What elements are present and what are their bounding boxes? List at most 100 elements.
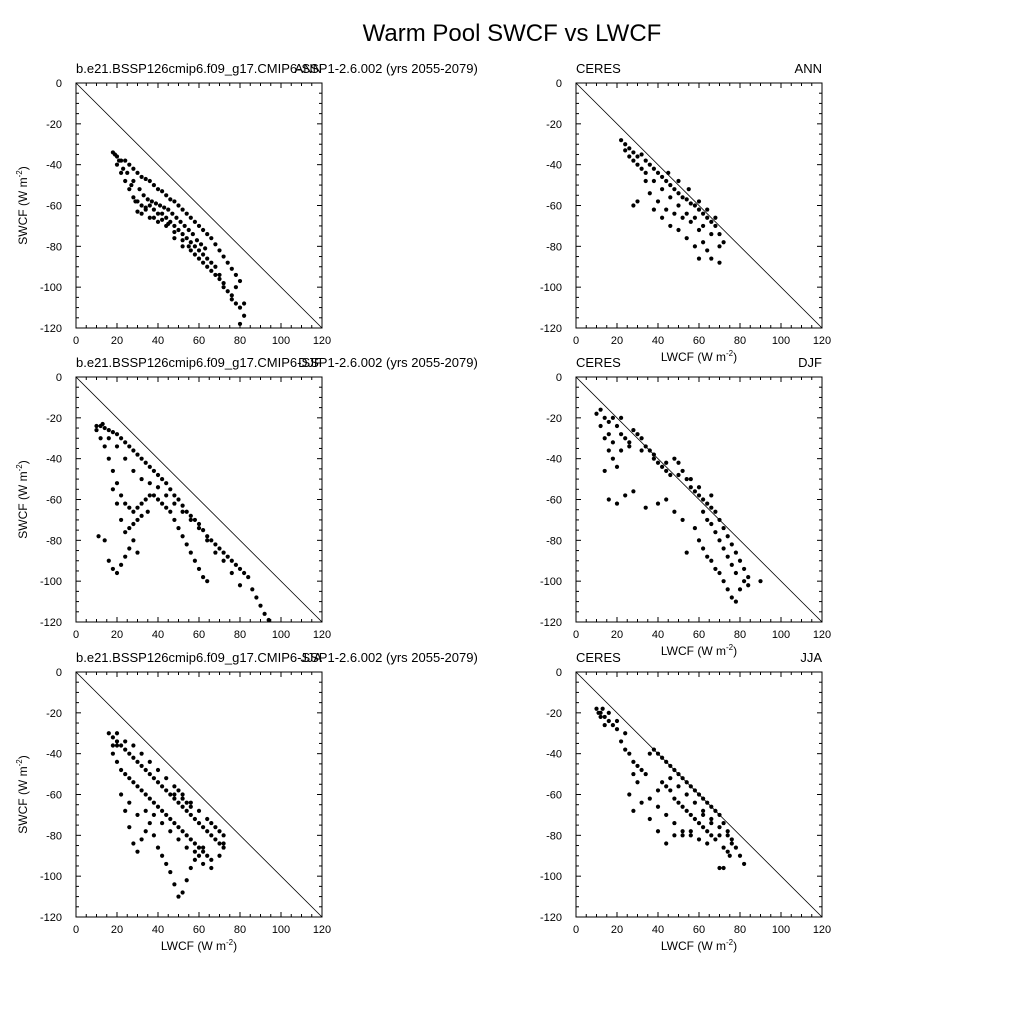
- scatter-point: [188, 812, 193, 818]
- scatter-point: [696, 820, 702, 826]
- scatter-point: [114, 739, 120, 744]
- scatter-point: [676, 178, 681, 184]
- scatter-point: [106, 731, 111, 736]
- x-tick-label: 60: [693, 335, 705, 347]
- scatter-point: [119, 436, 124, 441]
- x-tick-label: 40: [652, 335, 664, 347]
- panel-ceres-ann: 0 20 40 60 80 100 120 0 -20 -40 -60 -80 -100 -120 CERE…: [540, 61, 831, 364]
- scatter-point: [258, 603, 263, 608]
- y-tick-label: -100: [40, 282, 62, 294]
- scatter-point: [676, 191, 681, 196]
- scatter-point: [147, 178, 152, 184]
- scatter-point: [676, 784, 681, 789]
- scatter-point: [184, 236, 189, 241]
- scatter-point: [635, 162, 640, 167]
- scatter-point: [123, 808, 128, 813]
- y-axis-label: SWCF (W m-2): [15, 166, 30, 244]
- y-axis-label: SWCF (W m-2): [15, 460, 30, 538]
- x-tick-label: 120: [813, 924, 831, 936]
- scatter-point: [643, 178, 648, 184]
- x-tick-label: 20: [611, 924, 623, 936]
- scatter-point: [188, 865, 193, 871]
- scatter-point: [139, 513, 144, 518]
- scatter-point: [627, 792, 632, 797]
- scatter-point: [127, 444, 132, 449]
- scatter-point: [696, 837, 702, 842]
- scatter-point: [164, 861, 169, 867]
- scatter-point: [721, 525, 726, 531]
- scatter-point: [594, 706, 599, 711]
- x-tick-label: 100: [772, 629, 790, 641]
- reference-line: [75, 671, 323, 918]
- scatter-point: [201, 849, 206, 854]
- scatter-point: [229, 297, 234, 302]
- scatter-point: [155, 767, 161, 773]
- y-tick-label: -120: [40, 912, 62, 924]
- scatter-point: [168, 869, 173, 875]
- scatter-point: [717, 231, 722, 237]
- scatter-point: [209, 865, 214, 871]
- y-tick-label: -60: [546, 201, 562, 213]
- scatter-point: [746, 583, 751, 588]
- scatter-point: [176, 227, 181, 233]
- scatter-point: [145, 509, 150, 514]
- scatter-point: [110, 468, 115, 474]
- scatter-point: [119, 767, 124, 773]
- scatter-point: [619, 432, 624, 437]
- scatter-point: [172, 792, 177, 797]
- y-tick-label: -80: [46, 535, 62, 547]
- scatter-point: [125, 170, 130, 175]
- scatter-point: [643, 444, 648, 449]
- scatter-point: [233, 272, 238, 278]
- y-tick-label: 0: [56, 372, 62, 384]
- scatter-point: [684, 808, 689, 813]
- x-tick-label: 60: [193, 924, 205, 936]
- scatter-point: [701, 211, 706, 216]
- scatter-point: [160, 189, 165, 194]
- scatter-point: [717, 570, 722, 576]
- scatter-point: [233, 562, 238, 567]
- scatter-point: [623, 747, 628, 752]
- scatter-point: [135, 517, 140, 523]
- scatter-point: [139, 751, 144, 756]
- scatter-point: [168, 509, 173, 514]
- scatter-point: [729, 841, 734, 846]
- scatter-point: [196, 566, 202, 572]
- scatter-point: [123, 456, 128, 461]
- scatter-point: [639, 800, 644, 805]
- scatter-point: [701, 223, 706, 229]
- x-tick-label: 40: [152, 629, 164, 641]
- scatter-point: [705, 207, 710, 212]
- scatter-point: [672, 456, 677, 461]
- scatter-point: [127, 776, 132, 781]
- scatter-point: [164, 193, 169, 198]
- scatter-point: [242, 313, 247, 318]
- scatter-point: [598, 714, 603, 720]
- x-tick-label: 0: [73, 629, 79, 641]
- scatter-point: [172, 796, 177, 801]
- scatter-point: [147, 493, 152, 498]
- scatter-point: [713, 837, 718, 842]
- scatter-point: [660, 755, 665, 760]
- scatter-point: [203, 246, 208, 251]
- panel-title-left: b.e21.BSSP126cmip6.f09_g17.CMIP6-SSP1-2.…: [76, 355, 478, 370]
- scatter-point: [627, 146, 632, 151]
- scatter-point: [664, 784, 669, 789]
- scatter-point: [172, 199, 177, 204]
- scatter-points: [619, 138, 726, 265]
- scatter-point: [733, 845, 739, 850]
- y-tick-label: -120: [540, 323, 562, 335]
- scatter-point: [664, 841, 669, 846]
- scatter-point: [166, 207, 171, 212]
- scatter-point: [143, 460, 148, 465]
- scatter-point: [713, 530, 718, 535]
- scatter-point: [639, 166, 644, 171]
- scatter-point: [701, 808, 706, 813]
- scatter-point: [651, 452, 657, 457]
- scatter-point: [196, 853, 202, 858]
- scatter-point: [684, 197, 689, 202]
- x-tick-label: 100: [272, 335, 290, 347]
- scatter-point: [196, 256, 202, 261]
- scatter-point: [106, 456, 111, 461]
- scatter-point: [737, 558, 743, 563]
